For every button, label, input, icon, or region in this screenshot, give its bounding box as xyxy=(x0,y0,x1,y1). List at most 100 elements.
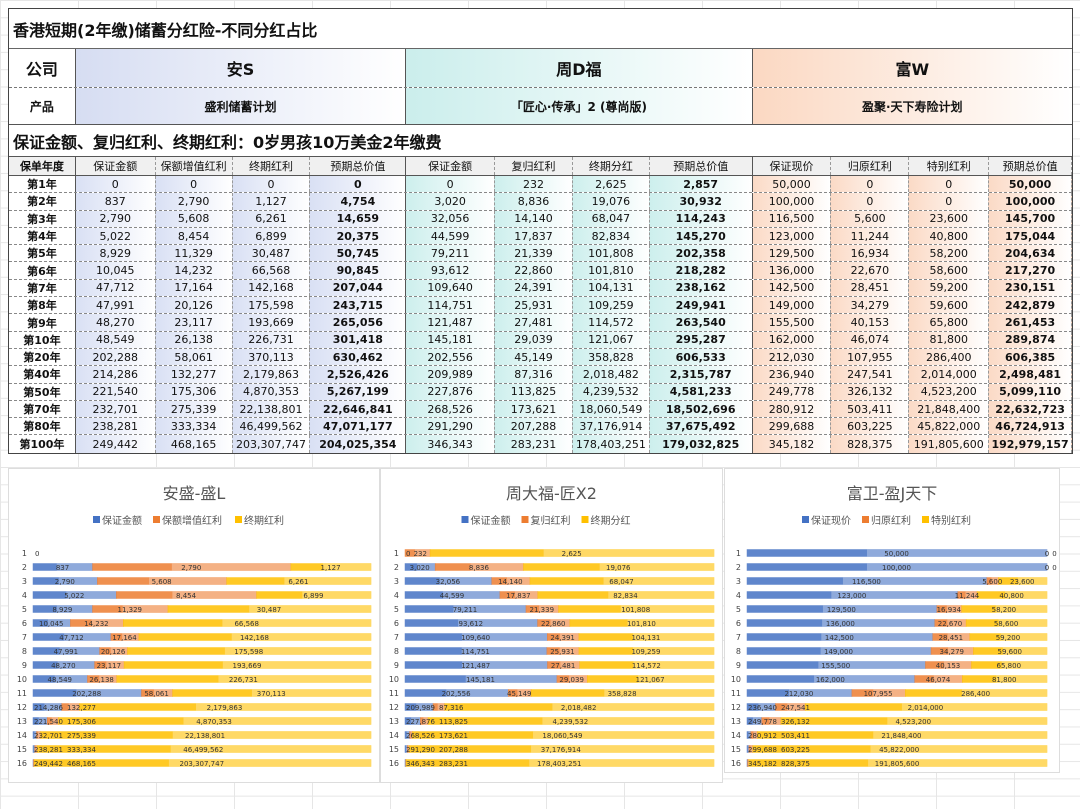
value-cell[interactable]: 93,612 xyxy=(406,262,496,279)
total-cell[interactable]: 2,857 xyxy=(649,176,753,193)
value-cell[interactable]: 145,181 xyxy=(406,331,496,348)
value-cell[interactable]: 58,200 xyxy=(909,245,990,262)
value-cell[interactable]: 28,451 xyxy=(831,279,910,297)
company-b[interactable]: 周D福 xyxy=(406,49,753,87)
value-cell[interactable]: 104,131 xyxy=(572,279,650,297)
total-cell[interactable]: 5,267,199 xyxy=(310,383,407,400)
value-cell[interactable]: 29,039 xyxy=(495,331,573,348)
value-cell[interactable]: 136,000 xyxy=(752,262,832,279)
total-cell[interactable]: 207,044 xyxy=(310,279,407,297)
value-cell[interactable]: 247,541 xyxy=(831,366,910,383)
year-cell[interactable]: 第100年 xyxy=(9,435,76,453)
chart-ctf[interactable]: 周大福-匠X2 保证金额 复归红利 终期分红 1 0 232 2,625 2 3,020 8,836… xyxy=(380,468,723,783)
value-cell[interactable]: 47,712 xyxy=(75,279,156,297)
company-a[interactable]: 安S xyxy=(75,49,407,87)
total-cell[interactable]: 261,453 xyxy=(989,314,1073,331)
year-cell[interactable]: 第50年 xyxy=(9,383,76,400)
value-cell[interactable]: 275,339 xyxy=(155,400,233,418)
year-cell[interactable]: 第40年 xyxy=(9,366,76,383)
value-cell[interactable]: 202,556 xyxy=(406,348,496,366)
product-b[interactable]: 「匠心·传承」2 (尊尚版) xyxy=(406,88,753,124)
year-cell[interactable]: 第7年 xyxy=(9,279,76,297)
year-cell[interactable]: 第2年 xyxy=(9,193,76,210)
total-cell[interactable]: 217,270 xyxy=(989,262,1073,279)
value-cell[interactable]: 202,288 xyxy=(75,348,156,366)
total-cell[interactable]: 90,845 xyxy=(310,262,407,279)
value-cell[interactable]: 59,600 xyxy=(909,297,990,314)
total-cell[interactable]: 14,659 xyxy=(310,210,407,227)
value-cell[interactable]: 5,022 xyxy=(75,227,156,245)
company-c[interactable]: 富W xyxy=(752,49,1072,87)
value-cell[interactable]: 193,669 xyxy=(232,314,311,331)
value-cell[interactable]: 4,870,353 xyxy=(232,383,311,400)
value-cell[interactable]: 50,000 xyxy=(752,176,832,193)
total-cell[interactable]: 630,462 xyxy=(310,348,407,366)
value-cell[interactable]: 178,403,251 xyxy=(572,435,650,453)
header-b-3[interactable]: 预期总价值 xyxy=(649,157,753,175)
value-cell[interactable]: 5,600 xyxy=(831,210,910,227)
value-cell[interactable]: 468,165 xyxy=(155,435,233,453)
value-cell[interactable]: 59,200 xyxy=(909,279,990,297)
value-cell[interactable]: 34,279 xyxy=(831,297,910,314)
total-cell[interactable]: 22,646,841 xyxy=(310,400,407,418)
value-cell[interactable]: 2,625 xyxy=(572,176,650,193)
value-cell[interactable]: 358,828 xyxy=(572,348,650,366)
value-cell[interactable]: 109,259 xyxy=(572,297,650,314)
value-cell[interactable]: 22,138,801 xyxy=(232,400,311,418)
value-cell[interactable]: 107,955 xyxy=(831,348,910,366)
total-cell[interactable]: 50,745 xyxy=(310,245,407,262)
value-cell[interactable]: 46,499,562 xyxy=(232,418,311,435)
value-cell[interactable]: 40,153 xyxy=(831,314,910,331)
value-cell[interactable]: 8,929 xyxy=(75,245,156,262)
value-cell[interactable]: 58,600 xyxy=(909,262,990,279)
value-cell[interactable]: 221,540 xyxy=(75,383,156,400)
value-cell[interactable]: 14,232 xyxy=(155,262,233,279)
header-c-1[interactable]: 归原红利 xyxy=(831,157,910,175)
value-cell[interactable]: 2,179,863 xyxy=(232,366,311,383)
chart-axa[interactable]: 安盛-盛L 保证金额 保额增值红利 终期红利 1 0 2 837 2,790 1,127 3 2,79… xyxy=(8,468,380,783)
value-cell[interactable]: 65,800 xyxy=(909,314,990,331)
value-cell[interactable]: 280,912 xyxy=(752,400,832,418)
total-cell[interactable]: 218,282 xyxy=(649,262,753,279)
value-cell[interactable]: 249,442 xyxy=(75,435,156,453)
year-cell[interactable]: 第10年 xyxy=(9,331,76,348)
product-c[interactable]: 盈聚·天下寿险计划 xyxy=(752,88,1072,124)
value-cell[interactable]: 116,500 xyxy=(752,210,832,227)
total-cell[interactable]: 30,932 xyxy=(649,193,753,210)
total-cell[interactable]: 295,287 xyxy=(649,331,753,348)
value-cell[interactable]: 37,176,914 xyxy=(572,418,650,435)
value-cell[interactable]: 286,400 xyxy=(909,348,990,366)
value-cell[interactable]: 212,030 xyxy=(752,348,832,366)
header-b-2[interactable]: 终期分红 xyxy=(572,157,650,175)
total-cell[interactable]: 145,700 xyxy=(989,210,1073,227)
header-a-2[interactable]: 终期红利 xyxy=(232,157,311,175)
value-cell[interactable]: 0 xyxy=(232,176,311,193)
product-a[interactable]: 盛利储蓄计划 xyxy=(75,88,407,124)
year-cell[interactable]: 第6年 xyxy=(9,262,76,279)
value-cell[interactable]: 132,277 xyxy=(155,366,233,383)
total-cell[interactable]: 18,502,696 xyxy=(649,400,753,418)
value-cell[interactable]: 236,940 xyxy=(752,366,832,383)
value-cell[interactable]: 58,061 xyxy=(155,348,233,366)
chart-fwd[interactable]: 富卫-盈J天下 保证现价 归原红利 特别红利 1 50,000 0 0 2 100,000 0 0 3 1… xyxy=(724,468,1060,773)
value-cell[interactable]: 26,138 xyxy=(155,331,233,348)
value-cell[interactable]: 66,568 xyxy=(232,262,311,279)
header-c-2[interactable]: 特别红利 xyxy=(909,157,990,175)
value-cell[interactable]: 837 xyxy=(75,193,156,210)
value-cell[interactable]: 101,810 xyxy=(572,262,650,279)
value-cell[interactable]: 18,060,549 xyxy=(572,400,650,418)
value-cell[interactable]: 21,848,400 xyxy=(909,400,990,418)
total-cell[interactable]: 37,675,492 xyxy=(649,418,753,435)
total-cell[interactable]: 0 xyxy=(310,176,407,193)
total-cell[interactable]: 2,498,481 xyxy=(989,366,1073,383)
value-cell[interactable]: 346,343 xyxy=(406,435,496,453)
value-cell[interactable]: 81,800 xyxy=(909,331,990,348)
value-cell[interactable]: 21,339 xyxy=(495,245,573,262)
total-cell[interactable]: 606,385 xyxy=(989,348,1073,366)
value-cell[interactable]: 203,307,747 xyxy=(232,435,311,453)
company-label[interactable]: 公司 xyxy=(9,49,76,87)
total-cell[interactable]: 145,270 xyxy=(649,227,753,245)
year-cell[interactable]: 第9年 xyxy=(9,314,76,331)
value-cell[interactable]: 16,934 xyxy=(831,245,910,262)
total-cell[interactable]: 301,418 xyxy=(310,331,407,348)
